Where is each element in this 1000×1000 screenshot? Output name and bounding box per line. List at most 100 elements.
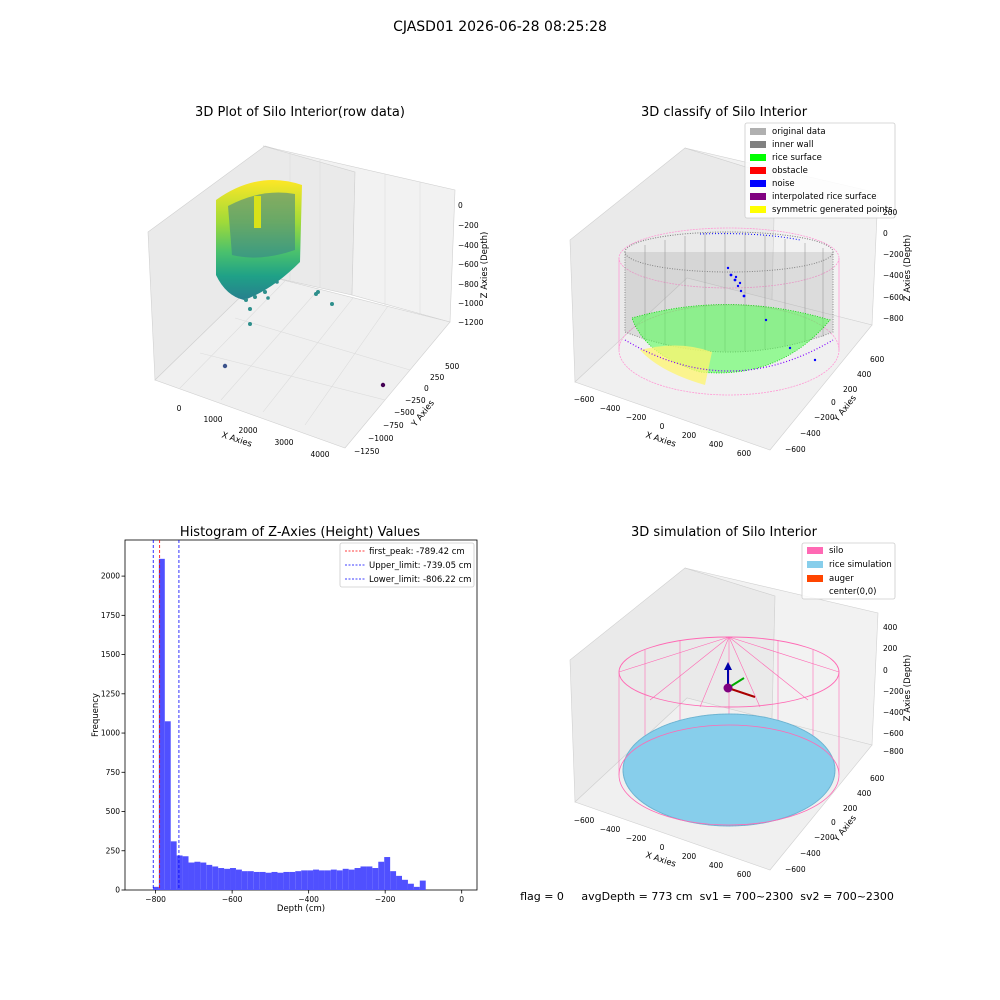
simulation-z-tick: −400 (883, 708, 904, 717)
histogram-bar (206, 864, 213, 890)
histogram-bar (402, 879, 408, 890)
simulation-x-tick: 0 (660, 843, 665, 852)
legend-label: Upper_limit: -739.05 cm (369, 561, 472, 571)
histogram-bar (164, 721, 171, 890)
histogram-bar (407, 883, 414, 890)
classify-3d-plot: 3D classify of Silo Interior (569, 105, 913, 458)
simulation-x-axis-label: X Axies (644, 850, 677, 869)
raw-y-ticks: 500 250 0 −250 −500 −750 −1000 −1250 (354, 362, 460, 456)
histogram-bar (253, 871, 260, 890)
legend-label: Lower_limit: -806.22 cm (369, 575, 471, 585)
raw-x-tick: 4000 (310, 450, 329, 459)
histogram-bar (188, 862, 195, 890)
raw-y-tick: −1000 (368, 434, 394, 443)
raw-outlier-far-2 (380, 382, 386, 388)
simulation-x-tick: −600 (574, 816, 595, 825)
histogram-y-axis-label: Frequency (91, 693, 101, 737)
simulation-y-tick: 0 (831, 818, 836, 827)
classify-x-tick: 400 (709, 440, 724, 449)
histogram-bar (224, 868, 231, 890)
histogram-legend-box (339, 542, 475, 588)
legend-label: center(0,0) (829, 587, 877, 597)
simulation-z-tick: 0 (883, 666, 888, 675)
classify-x-tick: −400 (600, 404, 621, 413)
legend-label: inner wall (772, 140, 813, 150)
figure-title: CJASD01 2026-06-28 08:25:28 (393, 19, 607, 35)
simulation-rice-mesh (622, 713, 836, 827)
histogram-x-axis-label: Depth (cm) (277, 904, 325, 914)
histogram-bar (170, 841, 177, 890)
histogram-y-tick-label: 500 (106, 807, 121, 816)
simulation-z-tick: −800 (883, 747, 904, 756)
simulation-legend-box (801, 542, 896, 600)
legend-label: obstacle (772, 166, 808, 176)
histogram-bar (212, 866, 219, 890)
classify-z-tick: −400 (883, 271, 904, 280)
histogram-bar (182, 856, 189, 890)
simulation-y-tick: −600 (785, 865, 806, 874)
simulation-y-tick: 600 (870, 774, 885, 783)
histogram-bars (152, 558, 426, 890)
histogram-bar (241, 871, 248, 890)
histogram-axes-frame (124, 539, 478, 891)
legend-swatch-auger (807, 575, 823, 582)
classify-x-tick: 600 (737, 449, 752, 458)
raw-x-tick: 3000 (274, 438, 293, 447)
simulation-silo-bottom (618, 724, 840, 826)
legend-swatch-interpolated (750, 193, 766, 200)
histogram-bar (419, 880, 426, 890)
classify-z-tick: −600 (883, 293, 904, 302)
legend-swatch-silo (807, 547, 823, 554)
legend-label: rice surface (772, 153, 822, 163)
legend-swatch-rice-surface (750, 154, 766, 161)
classify-y-tick: 600 (870, 355, 885, 364)
legend-label: interpolated rice surface (772, 192, 877, 202)
histogram-bar (289, 871, 296, 890)
histogram-bar (372, 868, 379, 890)
raw-z-tick: −1000 (458, 299, 484, 308)
legend-swatch-obstacle (750, 167, 766, 174)
histogram-bar (271, 871, 278, 890)
classify-z-tick: 0 (883, 229, 888, 238)
histogram-bar (342, 868, 349, 890)
histogram-bar (396, 875, 403, 890)
histogram-threshold-lines (152, 540, 180, 890)
raw-y-tick: −250 (405, 396, 426, 405)
histogram-x-tick-label: −200 (375, 895, 396, 904)
histogram-bar (307, 870, 314, 890)
histogram-bar (348, 869, 355, 890)
histogram-y-tick-label: 0 (115, 886, 120, 895)
raw-y-tick: −1250 (354, 447, 380, 456)
legend-label: first_peak: -789.42 cm (369, 547, 465, 557)
simulation-axis-x (727, 687, 756, 698)
histogram-bar (265, 872, 272, 890)
histogram-bar (152, 886, 159, 890)
histogram-bar (218, 868, 225, 890)
simulation-x-tick: −400 (600, 825, 621, 834)
histogram-x-tick-label: 0 (459, 895, 464, 904)
histogram-bar (330, 869, 337, 890)
histogram-title: Histogram of Z-Axies (Height) Values (180, 525, 420, 540)
status-footer: flag = 0 avgDepth = 773 cm sv1 = 700~230… (520, 890, 894, 903)
legend-swatch-rice (807, 561, 823, 568)
raw-outlier-points (244, 280, 334, 326)
histogram-bar (413, 886, 420, 890)
histogram-bar (295, 871, 302, 890)
legend-swatch-original-data (750, 128, 766, 135)
legend-label: silo (829, 546, 843, 556)
raw-panel-title: 3D Plot of Silo Interior(row data) (195, 105, 405, 120)
classify-y-tick: −600 (785, 445, 806, 454)
classify-z-tick: −800 (883, 314, 904, 323)
simulation-z-tick: 400 (883, 623, 898, 632)
raw-outlier-far-1 (222, 363, 228, 369)
raw-right-pane (262, 145, 456, 323)
simulation-legend: silo rice simulation auger center(0,0) (801, 542, 896, 600)
simulation-y-tick: 200 (843, 804, 858, 813)
histogram-bar (259, 871, 266, 890)
histogram-bar (247, 871, 254, 890)
raw-x-ticks: 0 1000 2000 3000 4000 (177, 404, 330, 459)
histogram-bar (200, 862, 207, 890)
raw-data-3d-plot: 3D Plot of Silo Interior(row data) (147, 105, 490, 459)
classify-x-tick: 200 (682, 431, 697, 440)
